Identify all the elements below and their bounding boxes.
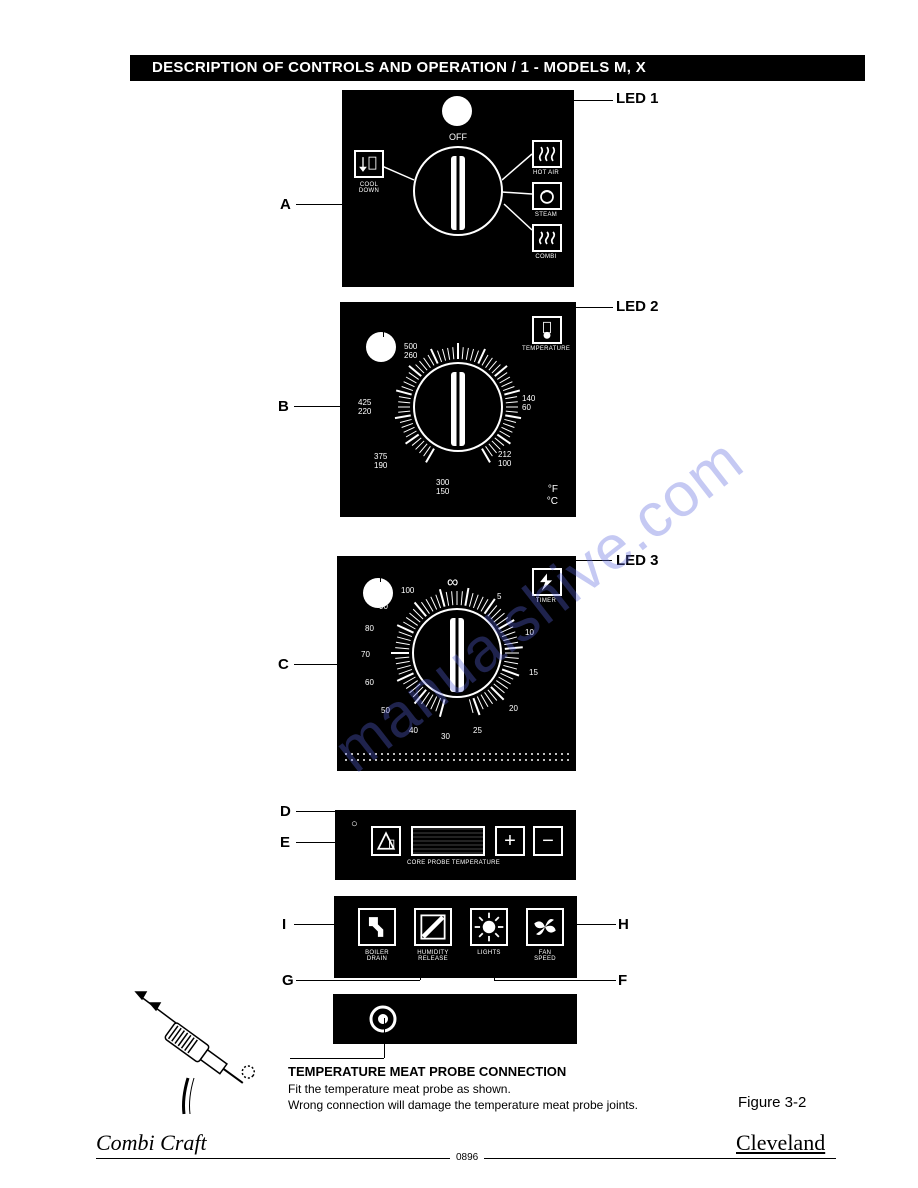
steam-label: STEAM (530, 212, 562, 218)
label-B: B (278, 398, 289, 415)
hot-air-icon (532, 140, 562, 168)
status-led-1 (442, 96, 472, 126)
lights-button[interactable] (470, 908, 508, 946)
label-I: I (282, 916, 286, 933)
lead-line (290, 1058, 384, 1059)
cool-down-icon (354, 150, 384, 178)
probe-text-1: Fit the temperature meat probe as shown. (288, 1082, 511, 1096)
label-C: C (278, 656, 289, 673)
delta-button[interactable] (371, 826, 401, 856)
off-label: OFF (449, 132, 467, 142)
label-A: A (280, 196, 291, 213)
mode-knob[interactable] (413, 146, 503, 236)
lead-line (296, 980, 420, 981)
panel-temperature: TEMPERATURE 500260 425220 375190 300150 … (340, 302, 576, 517)
label-F: F (618, 972, 627, 989)
label-D: D (280, 803, 291, 820)
panel-functions: BOILER DRAIN HUMIDITY RELEASE LIGHTS FAN… (334, 896, 577, 978)
humidity-release-button[interactable] (414, 908, 452, 946)
footer-brand-right: Cleveland (736, 1130, 825, 1156)
meat-probe-illustration (110, 986, 300, 1116)
panel-mode-selector: OFF COOL DOWN HOT AIR STEAM COMBI (342, 90, 574, 287)
footer-brand-left: Combi Craft (96, 1130, 207, 1156)
section-header: DESCRIPTION OF CONTROLS AND OPERATION / … (130, 55, 865, 81)
lead-line (380, 560, 381, 582)
lights-label: LIGHTS (472, 950, 506, 956)
lead-line (494, 980, 616, 981)
lead-line (566, 924, 616, 925)
lead-line (494, 960, 495, 980)
humidity-release-label: HUMIDITY RELEASE (408, 950, 458, 962)
lead-line (296, 204, 344, 205)
lead-line (420, 960, 421, 980)
fan-speed-label: FAN SPEED (526, 950, 564, 962)
hot-air-label: HOT AIR (528, 170, 564, 176)
lead-line (352, 811, 353, 821)
led3-label: LED 3 (616, 552, 659, 569)
cool-down-label: COOL DOWN (350, 182, 388, 194)
label-H: H (618, 916, 629, 933)
lead-line (294, 406, 342, 407)
probe-text-2: Wrong connection will damage the tempera… (288, 1098, 638, 1112)
led1-label: LED 1 (616, 90, 659, 107)
dial-ticks (340, 302, 576, 517)
lead-line (294, 924, 338, 925)
fan-speed-button[interactable] (526, 908, 564, 946)
probe-title: TEMPERATURE MEAT PROBE CONNECTION (288, 1064, 566, 1079)
probe-display (411, 826, 485, 856)
lead-line (384, 1018, 385, 1058)
steam-icon (532, 182, 562, 210)
lead-line (383, 307, 613, 308)
lead-line (383, 307, 384, 337)
boiler-drain-label: BOILER DRAIN (354, 950, 400, 962)
boiler-drain-button[interactable] (358, 908, 396, 946)
plus-button[interactable]: + (495, 826, 525, 856)
combi-icon (532, 224, 562, 252)
core-probe-label: CORE PROBE TEMPERATURE (407, 860, 500, 866)
lead-line (296, 811, 352, 812)
footer-page-num: 0896 (450, 1152, 484, 1163)
lead-line (294, 664, 340, 665)
led2-label: LED 2 (616, 298, 659, 315)
label-E: E (280, 834, 290, 851)
dial-ticks (337, 556, 576, 771)
combi-label: COMBI (532, 254, 560, 260)
figure-label: Figure 3-2 (738, 1094, 806, 1111)
panel-probe-jack (333, 994, 577, 1044)
minus-button[interactable]: − (533, 826, 563, 856)
lead-line (296, 842, 340, 843)
lead-line (380, 560, 612, 561)
panel-timer: TIMER ∞ 5 10 15 20 25 30 40 50 60 70 80 … (337, 556, 576, 771)
lead-line (475, 100, 613, 101)
panel-core-probe: ○ + − CORE PROBE TEMPERATURE (335, 810, 576, 880)
